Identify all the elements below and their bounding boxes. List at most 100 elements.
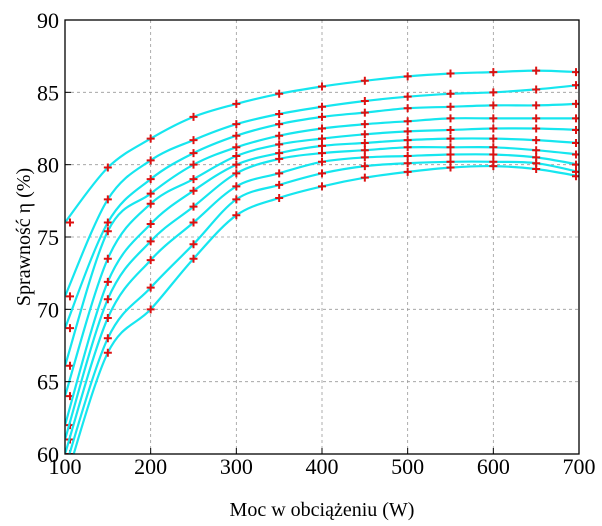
data-point-marker (103, 277, 112, 286)
data-point-marker (489, 114, 498, 123)
data-point-marker (189, 136, 198, 145)
data-point-marker (446, 102, 455, 111)
data-point-marker (318, 182, 326, 191)
data-point-marker (403, 167, 412, 176)
data-point-marker (318, 149, 326, 158)
data-point-marker (189, 149, 198, 158)
y-axis-label: Sprawność η (%) (13, 168, 35, 306)
data-point-marker (318, 124, 326, 133)
data-point-marker (232, 169, 241, 178)
data-point-marker (146, 283, 155, 292)
data-point-marker (146, 237, 155, 246)
data-point-marker (532, 85, 541, 94)
data-point-marker (275, 169, 284, 178)
data-point-marker (232, 160, 241, 169)
data-point-marker (532, 136, 541, 145)
data-point-marker (446, 114, 455, 123)
data-point-marker (232, 120, 241, 129)
data-point-marker (189, 218, 198, 227)
data-point-marker (103, 314, 112, 323)
data-point-marker (103, 195, 112, 204)
data-point-marker (275, 154, 284, 163)
data-point-marker (232, 195, 241, 204)
data-point-marker (532, 101, 541, 110)
data-point-marker (318, 157, 326, 166)
data-point-marker (66, 479, 74, 487)
x-tick-label: 600 (477, 454, 510, 479)
data-point-marker (403, 104, 412, 113)
data-point-marker (103, 254, 112, 263)
data-point-marker (103, 295, 112, 304)
data-point-marker (446, 69, 455, 78)
data-point-marker (403, 143, 412, 152)
x-tick-label: 400 (306, 454, 339, 479)
data-point-marker (232, 99, 241, 108)
data-point-marker (446, 163, 455, 172)
data-point-marker (403, 92, 412, 101)
data-point-marker (103, 163, 112, 172)
data-point-marker (275, 140, 284, 149)
data-point-marker (446, 125, 455, 134)
data-point-marker (489, 124, 498, 133)
data-point-marker (189, 202, 198, 211)
data-point-marker (275, 180, 284, 189)
data-point-marker (146, 305, 155, 314)
x-tick-label: 500 (391, 454, 424, 479)
data-point-marker (189, 186, 198, 195)
data-point-marker (66, 218, 74, 227)
data-point-marker (360, 153, 369, 162)
y-tick-label: 75 (37, 225, 59, 250)
data-point-marker (275, 193, 284, 202)
data-point-marker (532, 165, 541, 174)
data-point-marker (360, 108, 369, 117)
data-point-marker (403, 136, 412, 145)
data-point-marker (275, 110, 284, 119)
data-point-marker (532, 124, 541, 133)
data-point-marker (232, 151, 241, 160)
data-point-marker (275, 131, 284, 140)
data-point-marker (532, 114, 541, 123)
data-point-marker (489, 101, 498, 110)
data-point-marker (275, 120, 284, 129)
x-axis-label: Moc w obciążeniu (W) (230, 499, 415, 521)
data-point-marker (403, 151, 412, 160)
x-tick-label: 100 (49, 454, 82, 479)
y-tick-label: 65 (37, 370, 59, 395)
data-point-marker (232, 143, 241, 152)
data-point-marker (360, 162, 369, 171)
data-point-marker (360, 120, 369, 129)
data-point-marker (146, 219, 155, 228)
data-point-marker (532, 146, 541, 155)
data-point-marker (489, 150, 498, 159)
data-point-marker (146, 175, 155, 184)
data-point-marker (446, 134, 455, 143)
data-point-marker (489, 68, 498, 77)
y-tick-label: 80 (37, 153, 59, 178)
series-group (65, 66, 579, 487)
data-point-marker (146, 256, 155, 265)
data-point-marker (146, 156, 155, 165)
data-point-marker (66, 292, 74, 301)
data-point-marker (489, 143, 498, 152)
data-point-marker (489, 134, 498, 143)
data-point-marker (318, 169, 326, 178)
data-point-marker (275, 89, 284, 98)
x-tick-label: 300 (220, 454, 253, 479)
data-point-marker (489, 162, 498, 171)
data-point-marker (446, 143, 455, 152)
y-tick-label: 70 (37, 297, 59, 322)
data-point-marker (189, 175, 198, 184)
data-point-marker (232, 182, 241, 191)
data-point-marker (318, 141, 326, 150)
y-tick-label: 60 (37, 442, 59, 467)
data-point-marker (318, 112, 326, 121)
x-tick-label: 200 (134, 454, 167, 479)
data-point-marker (446, 150, 455, 159)
data-point-marker (318, 102, 326, 111)
data-point-marker (66, 324, 74, 333)
data-point-marker (103, 218, 112, 227)
data-point-marker (189, 254, 198, 263)
data-point-marker (189, 160, 198, 169)
data-point-marker (403, 117, 412, 126)
data-point-marker (318, 82, 326, 91)
